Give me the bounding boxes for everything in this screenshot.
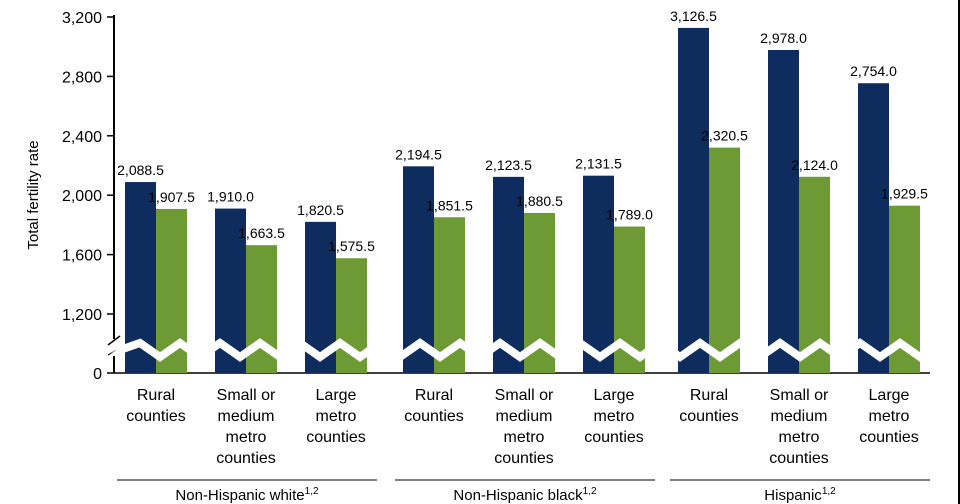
category-label: Large metro counties: [859, 387, 919, 446]
bar: [858, 83, 889, 373]
group-label: Non-Hispanic black1,2: [453, 486, 597, 504]
category-label: Large metro counties: [306, 387, 366, 446]
y-tick-label: 1,600: [62, 248, 102, 265]
group-label: Hispanic1,2: [764, 486, 836, 504]
y-tick-label: 2,000: [62, 188, 102, 205]
bar-value-label: 1,929.5: [881, 186, 928, 202]
bar-value-label: 2,088.5: [117, 162, 164, 178]
axis-break-mark: [107, 335, 121, 346]
bar-value-label: 3,126.5: [670, 8, 717, 24]
bar-value-label: 1,851.5: [426, 197, 473, 213]
bar: [799, 176, 830, 373]
y-tick-label: 3,200: [62, 10, 102, 27]
bar-value-label: 2,194.5: [395, 146, 442, 162]
bar-value-label: 2,754.0: [850, 63, 897, 79]
category-label: Rural counties: [404, 387, 464, 425]
category-label: Small or medium metro counties: [216, 387, 276, 467]
bar-value-label: 1,880.5: [516, 193, 563, 209]
bar: [709, 147, 740, 373]
y-tick-label: 0: [93, 366, 102, 383]
bar-value-label: 2,124.0: [791, 157, 838, 173]
bar-value-label: 1,663.5: [238, 225, 285, 241]
bar: [583, 175, 614, 373]
y-tick-label: 1,200: [62, 307, 102, 324]
category-label: Small or medium metro counties: [769, 387, 829, 467]
category-label: Rural counties: [679, 387, 739, 425]
bar-value-label: 1,820.5: [297, 202, 344, 218]
bar-value-label: 1,789.0: [606, 207, 653, 223]
y-axis-title: Total fertility rate: [25, 140, 42, 249]
bar-value-label: 2,978.0: [760, 30, 807, 46]
bar: [678, 27, 709, 374]
right-border: [958, 0, 960, 504]
group-label: Non-Hispanic white1,2: [175, 486, 319, 504]
bar-value-label: 2,123.5: [485, 157, 532, 173]
axis-break-gap: [104, 339, 126, 355]
category-label: Small or medium metro counties: [494, 387, 554, 467]
bar-value-label: 2,320.5: [701, 128, 748, 144]
y-tick-label: 2,800: [62, 69, 102, 86]
bar-value-label: 1,910.0: [207, 189, 254, 205]
bar: [403, 166, 434, 373]
category-label: Rural counties: [126, 387, 186, 425]
y-tick-label: 2,400: [62, 129, 102, 146]
bar: [768, 49, 799, 373]
bar-value-label: 1,575.5: [328, 238, 375, 254]
bar-value-label: 2,131.5: [575, 156, 622, 172]
axis-break-band: [118, 338, 943, 362]
bar-value-label: 1,907.5: [148, 189, 195, 205]
category-label: Large metro counties: [584, 387, 644, 446]
